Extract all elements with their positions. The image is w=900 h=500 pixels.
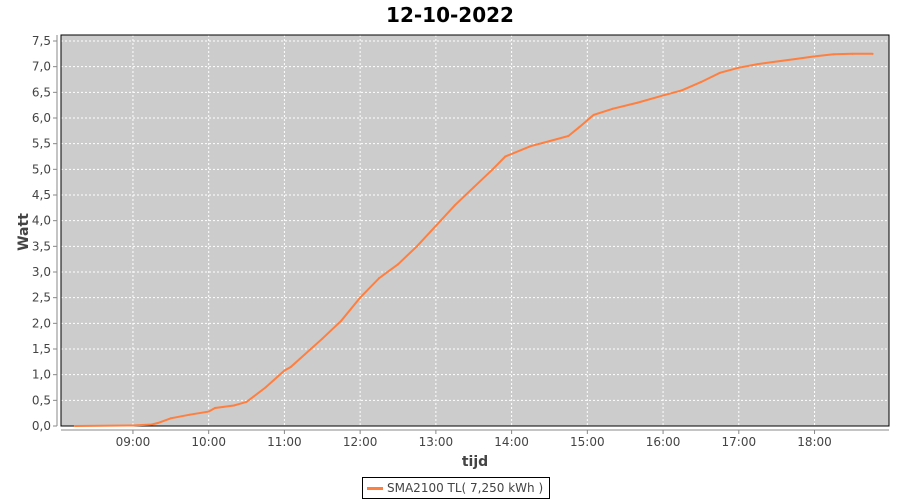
- plot-background: [61, 35, 889, 426]
- data-point: [283, 369, 286, 372]
- data-point: [188, 413, 191, 416]
- data-point: [611, 107, 614, 110]
- y-tick-label: 3,0: [32, 265, 51, 279]
- data-point: [794, 57, 797, 60]
- data-point: [851, 52, 854, 55]
- data-point: [737, 66, 740, 69]
- data-point: [73, 425, 76, 427]
- data-point: [359, 296, 362, 299]
- x-tick-label: 16:00: [646, 435, 681, 449]
- y-tick-label: 1,5: [32, 342, 51, 356]
- data-point: [150, 423, 153, 426]
- chart-title: 12-10-2022: [386, 3, 514, 27]
- data-point: [232, 404, 235, 407]
- data-point: [340, 319, 343, 322]
- y-tick-label: 7,5: [32, 34, 51, 48]
- y-tick-label: 4,0: [32, 214, 51, 228]
- y-tick-label: 0,0: [32, 419, 51, 433]
- data-point: [472, 186, 475, 189]
- x-tick-label: 18:00: [797, 435, 832, 449]
- data-point: [453, 204, 456, 207]
- data-point: [662, 94, 665, 97]
- data-point: [131, 424, 134, 427]
- x-tick-label: 13:00: [419, 435, 454, 449]
- y-tick-label: 4,5: [32, 188, 51, 202]
- data-point: [378, 277, 381, 280]
- data-point: [529, 145, 532, 148]
- data-point: [567, 134, 570, 137]
- y-tick-label: 6,5: [32, 85, 51, 99]
- data-point: [871, 52, 874, 55]
- x-axis-label: tijd: [462, 454, 488, 470]
- y-tick-label: 3,5: [32, 239, 51, 253]
- data-point: [213, 407, 216, 410]
- legend-swatch: [367, 486, 383, 490]
- data-point: [434, 224, 437, 227]
- data-point: [681, 89, 683, 92]
- plot-border: [60, 34, 890, 427]
- data-point: [415, 245, 418, 248]
- data-point: [321, 337, 324, 340]
- y-tick-label: 5,0: [32, 162, 51, 176]
- data-point: [756, 63, 759, 66]
- data-point: [504, 155, 507, 158]
- data-point: [592, 113, 595, 116]
- data-point: [699, 81, 702, 84]
- data-point: [718, 71, 721, 74]
- data-point: [548, 140, 551, 143]
- x-tick-label: 12:00: [343, 435, 378, 449]
- data-point: [397, 263, 400, 266]
- data-point: [169, 417, 172, 420]
- x-tick-label: 14:00: [494, 435, 529, 449]
- y-axis-label: Watt: [16, 213, 32, 251]
- data-point: [813, 55, 816, 58]
- x-tick-label: 10:00: [191, 435, 226, 449]
- x-tick-label: 11:00: [267, 435, 302, 449]
- data-point: [775, 60, 778, 63]
- x-tick-label: 09:00: [116, 435, 151, 449]
- data-point: [491, 168, 494, 171]
- data-point: [157, 421, 160, 424]
- data-point: [636, 101, 639, 104]
- y-tick-label: 0,5: [32, 393, 51, 407]
- y-tick-label: 6,0: [32, 111, 51, 125]
- y-tick-label: 2,0: [32, 316, 51, 330]
- x-tick-label: 15:00: [570, 435, 605, 449]
- data-point: [832, 53, 835, 56]
- y-tick-label: 5,5: [32, 137, 51, 151]
- y-tick-label: 1,0: [32, 368, 51, 382]
- legend: SMA2100 TL( 7,250 kWh ): [362, 477, 551, 499]
- data-point: [264, 386, 267, 389]
- data-point: [245, 400, 248, 403]
- y-tick-label: 7,0: [32, 60, 51, 74]
- data-point: [207, 410, 210, 413]
- legend-label: SMA2100 TL( 7,250 kWh ): [387, 481, 544, 495]
- data-point: [289, 365, 292, 368]
- data-point: [578, 125, 581, 128]
- x-tick-label: 17:00: [722, 435, 757, 449]
- y-tick-label: 2,5: [32, 291, 51, 305]
